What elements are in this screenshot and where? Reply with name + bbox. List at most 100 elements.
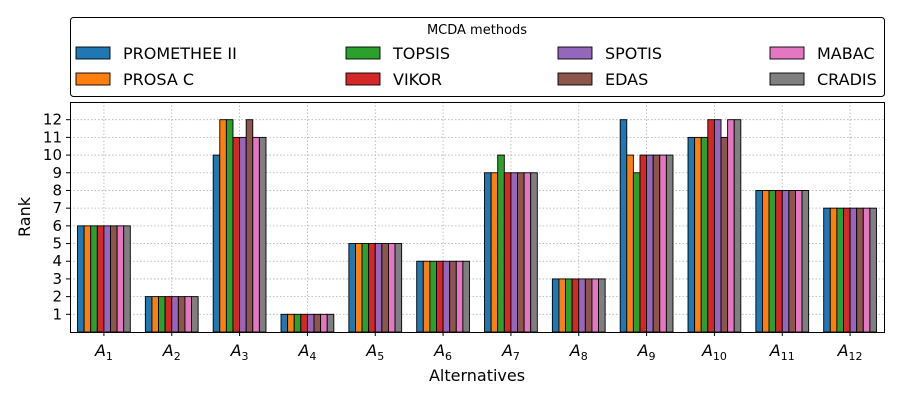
- legend: MCDA methods PROMETHEE II PROSA C TOPSIS VI…: [70, 17, 885, 97]
- legend-label: PROSA C: [123, 70, 194, 89]
- bar: [280, 313, 289, 333]
- bar: [355, 243, 363, 333]
- bar: [836, 207, 844, 333]
- plot-frame: [70, 102, 885, 333]
- x-tick-label: A3: [230, 341, 249, 363]
- y-tick-label: 8: [52, 181, 62, 199]
- bar: [619, 119, 628, 333]
- bar: [503, 172, 512, 333]
- y-tick-label: 5: [52, 235, 62, 253]
- bar: [733, 119, 742, 333]
- legend-label: PROMETHEE II: [123, 44, 237, 63]
- bar: [523, 172, 532, 333]
- bar: [306, 313, 315, 333]
- bar: [300, 313, 308, 333]
- x-tick-label: A10: [701, 341, 727, 363]
- bar: [232, 136, 241, 333]
- bar: [77, 225, 85, 333]
- y-tick-label: 9: [52, 164, 62, 182]
- bar: [320, 313, 328, 333]
- x-tick-label: A6: [433, 341, 452, 363]
- bar: [144, 296, 153, 333]
- legend-item: SPOTIS: [557, 44, 662, 63]
- bar: [388, 243, 396, 333]
- bar: [687, 136, 696, 333]
- bar: [578, 278, 586, 333]
- y-axis-label: Rank: [15, 196, 34, 237]
- bar: [551, 278, 560, 333]
- bar: [191, 296, 199, 333]
- bar: [287, 313, 295, 333]
- x-tick-label: A8: [569, 341, 588, 363]
- bar: [368, 243, 376, 333]
- bar: [565, 278, 573, 333]
- bar: [646, 154, 654, 333]
- legend-frame: [70, 17, 885, 97]
- bar: [517, 172, 525, 333]
- bar: [558, 278, 567, 333]
- bar: [497, 154, 505, 333]
- bar: [252, 136, 260, 333]
- y-tick-label: 3: [52, 270, 62, 288]
- x-tick-label: A7: [501, 341, 520, 363]
- legend-item: PROMETHEE II: [75, 44, 237, 63]
- bar: [245, 119, 254, 333]
- bar: [442, 260, 451, 333]
- bar: [225, 119, 234, 333]
- bar: [801, 190, 810, 333]
- bar: [700, 136, 709, 333]
- y-tick-label: 6: [52, 217, 62, 235]
- y-tick-label: 2: [52, 288, 62, 306]
- legend-item: EDAS: [557, 70, 648, 89]
- bar: [775, 190, 783, 333]
- bar: [83, 225, 92, 333]
- legend-item: CRADIS: [769, 70, 877, 89]
- legend-swatch: [345, 72, 381, 86]
- bar: [781, 190, 790, 333]
- bar: [659, 154, 667, 333]
- bar: [361, 243, 370, 333]
- bar: [720, 136, 729, 333]
- bar: [829, 207, 838, 333]
- bar: [632, 172, 641, 333]
- bar: [639, 154, 648, 333]
- bar: [795, 190, 803, 333]
- bar: [591, 278, 600, 333]
- bar: [90, 225, 98, 333]
- bar: [694, 136, 702, 333]
- legend-label: EDAS: [605, 70, 648, 89]
- bar: [184, 296, 192, 333]
- bar: [768, 190, 777, 333]
- legend-item: VIKOR: [345, 70, 442, 89]
- bar: [823, 207, 831, 333]
- legend-swatch: [557, 46, 593, 60]
- bar: [293, 313, 302, 333]
- bar: [530, 172, 538, 333]
- bar: [110, 225, 118, 333]
- bar: [484, 172, 492, 333]
- bar: [843, 207, 851, 333]
- x-axis-ticks: A1 A2 A3 A4 A5 A6 A7 A8 A9 A10 A11 A12: [94, 332, 863, 363]
- x-tick-label: A9: [637, 341, 656, 363]
- legend-swatch: [75, 72, 111, 86]
- x-tick-label: A5: [365, 341, 384, 363]
- legend-item: MABAC: [769, 44, 875, 63]
- bar: [713, 119, 722, 333]
- legend-swatch: [769, 46, 805, 60]
- bar: [313, 313, 322, 333]
- bar: [212, 154, 221, 333]
- bar: [626, 154, 634, 333]
- bar: [177, 296, 186, 333]
- bar: [394, 243, 403, 333]
- bar: [123, 225, 131, 333]
- bar: [856, 207, 864, 333]
- bar: [510, 172, 518, 333]
- bar: [158, 296, 166, 333]
- x-tick-label: A12: [837, 341, 863, 363]
- bar: [869, 207, 877, 333]
- bar: [429, 260, 437, 333]
- bar: [598, 278, 606, 333]
